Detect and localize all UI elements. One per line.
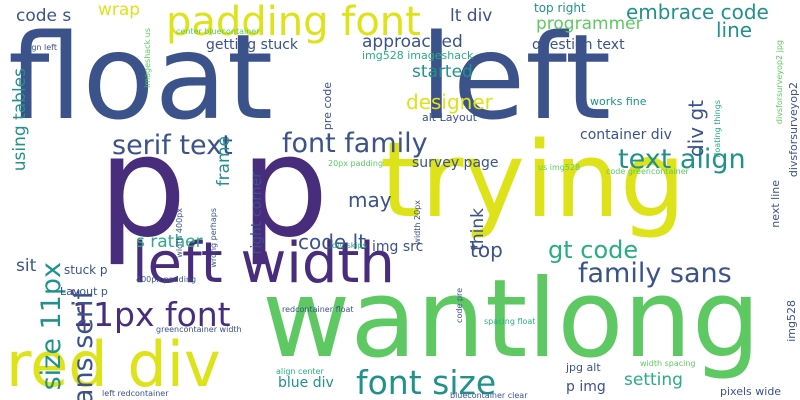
word: wrap xyxy=(98,0,141,20)
word: p img xyxy=(566,379,606,395)
word: align left xyxy=(22,43,57,52)
word: family sans xyxy=(578,258,732,289)
word: serif text xyxy=(112,130,233,161)
word: frame xyxy=(214,136,234,187)
word: bluecontainer clear xyxy=(450,391,528,400)
word: 11px font xyxy=(72,295,231,334)
word: right corner xyxy=(249,172,265,255)
word: top xyxy=(470,238,503,262)
word: stuck p xyxy=(64,263,108,277)
word: font family xyxy=(282,128,428,159)
word: line xyxy=(716,18,753,42)
word: float xyxy=(8,8,274,146)
word: 400px padding xyxy=(136,275,197,284)
word: alt Layout xyxy=(422,111,477,124)
word: setting xyxy=(624,370,683,390)
word: divsforsurveyop2 xyxy=(787,82,800,178)
word: floating things xyxy=(713,100,722,158)
word: greencontainer width xyxy=(156,325,242,334)
word: width spacing xyxy=(640,359,696,368)
word: pre code xyxy=(321,82,334,131)
word: approached xyxy=(362,32,463,52)
word: padding font xyxy=(166,0,421,45)
word: font size xyxy=(356,363,497,400)
word: may xyxy=(348,188,392,212)
word: next line xyxy=(769,180,782,228)
word: img528 xyxy=(785,300,798,342)
word: align center xyxy=(276,367,324,376)
word: trying xyxy=(380,119,686,241)
word: p xyxy=(240,106,329,269)
word: width 400px xyxy=(175,208,184,258)
word: getting stuck xyxy=(206,37,299,53)
word: divsforsurveyop2 jpg xyxy=(775,40,784,125)
word: code lt xyxy=(298,230,366,254)
word: code s xyxy=(16,6,72,26)
word: center bluecontainer xyxy=(176,27,260,36)
word: designer xyxy=(406,90,493,114)
word: using tables xyxy=(10,68,30,172)
word: div gt xyxy=(684,100,708,157)
word: think xyxy=(468,208,488,251)
word: left xyxy=(420,8,612,146)
word: red div xyxy=(6,328,221,400)
word: 20px padding xyxy=(328,159,384,168)
word: left redcontainer xyxy=(102,389,169,398)
word: us img528 xyxy=(538,163,581,172)
word: img src xyxy=(372,239,424,255)
word: p xyxy=(98,106,187,269)
word: imageshack us xyxy=(143,28,152,88)
word: Layout p xyxy=(60,285,108,298)
word: programmer xyxy=(536,14,643,34)
word: jpg alt xyxy=(566,361,601,374)
word: wantlong xyxy=(262,257,761,382)
word: container div xyxy=(580,127,672,143)
word: left width xyxy=(132,231,395,296)
word: pixels wide xyxy=(720,385,782,398)
word: width 20px xyxy=(413,200,422,245)
word: spacing float xyxy=(484,317,536,326)
word: gt code xyxy=(548,236,639,264)
word: embrace code xyxy=(626,0,769,24)
word: sit xyxy=(16,256,37,276)
word: started xyxy=(412,62,473,82)
word: survey page xyxy=(412,155,499,171)
word: code pre xyxy=(455,288,464,323)
word: text align xyxy=(618,144,746,175)
word: works fine xyxy=(590,95,647,108)
word: redcontainer float xyxy=(282,305,354,314)
word: lt div xyxy=(450,6,493,26)
word: question text xyxy=(532,37,625,53)
word: code greencontainer xyxy=(606,167,689,176)
word: div skips xyxy=(332,241,367,250)
word: sans serif xyxy=(68,290,99,400)
word: wrong perhaps xyxy=(209,208,218,268)
word: s rather xyxy=(136,232,203,252)
word: top right xyxy=(534,1,586,15)
word: img528 imageshack xyxy=(362,49,474,62)
word: size 11px xyxy=(36,262,67,391)
word: blue div xyxy=(278,375,334,391)
